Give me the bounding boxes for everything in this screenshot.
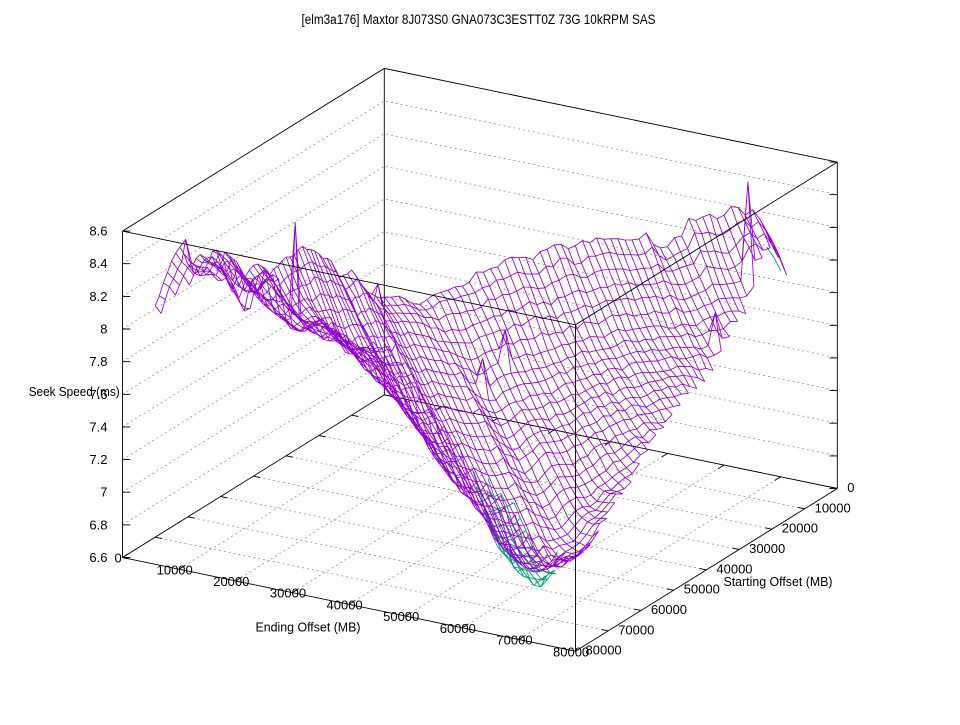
svg-text:80000: 80000 — [586, 643, 622, 658]
svg-text:6.6: 6.6 — [89, 550, 107, 565]
svg-text:Ending Offset (MB): Ending Offset (MB) — [256, 620, 361, 635]
svg-text:70000: 70000 — [618, 622, 654, 637]
svg-text:7.6: 7.6 — [89, 387, 107, 402]
svg-text:[elm3a176] Maxtor 8J073S0 GNA0: [elm3a176] Maxtor 8J073S0 GNA073C3ESTT0Z… — [302, 12, 656, 27]
svg-text:0: 0 — [847, 480, 854, 495]
svg-text:30000: 30000 — [270, 586, 306, 601]
svg-text:7.8: 7.8 — [89, 354, 107, 369]
svg-text:Seek Speed (ms): Seek Speed (ms) — [29, 384, 120, 399]
svg-text:60000: 60000 — [440, 621, 476, 636]
svg-text:20000: 20000 — [213, 574, 249, 589]
svg-text:20000: 20000 — [782, 521, 818, 536]
svg-text:0: 0 — [114, 551, 121, 566]
svg-text:50000: 50000 — [684, 582, 720, 597]
svg-text:60000: 60000 — [651, 602, 687, 617]
svg-text:50000: 50000 — [383, 609, 419, 624]
svg-text:40000: 40000 — [716, 561, 752, 576]
svg-text:7.4: 7.4 — [89, 419, 107, 434]
svg-text:8.6: 8.6 — [89, 224, 107, 239]
svg-text:30000: 30000 — [749, 541, 785, 556]
svg-text:8: 8 — [100, 322, 107, 337]
svg-text:80000: 80000 — [553, 644, 589, 659]
svg-text:7.2: 7.2 — [89, 452, 107, 467]
svg-text:10000: 10000 — [815, 500, 851, 515]
svg-text:6.8: 6.8 — [89, 517, 107, 532]
svg-text:10000: 10000 — [157, 562, 193, 577]
svg-text:40000: 40000 — [327, 598, 363, 613]
svg-text:8.2: 8.2 — [89, 289, 107, 304]
svg-text:70000: 70000 — [496, 633, 532, 648]
svg-text:Starting Offset (MB): Starting Offset (MB) — [724, 574, 833, 589]
svg-text:8.4: 8.4 — [89, 256, 107, 271]
svg-text:7: 7 — [100, 485, 107, 500]
